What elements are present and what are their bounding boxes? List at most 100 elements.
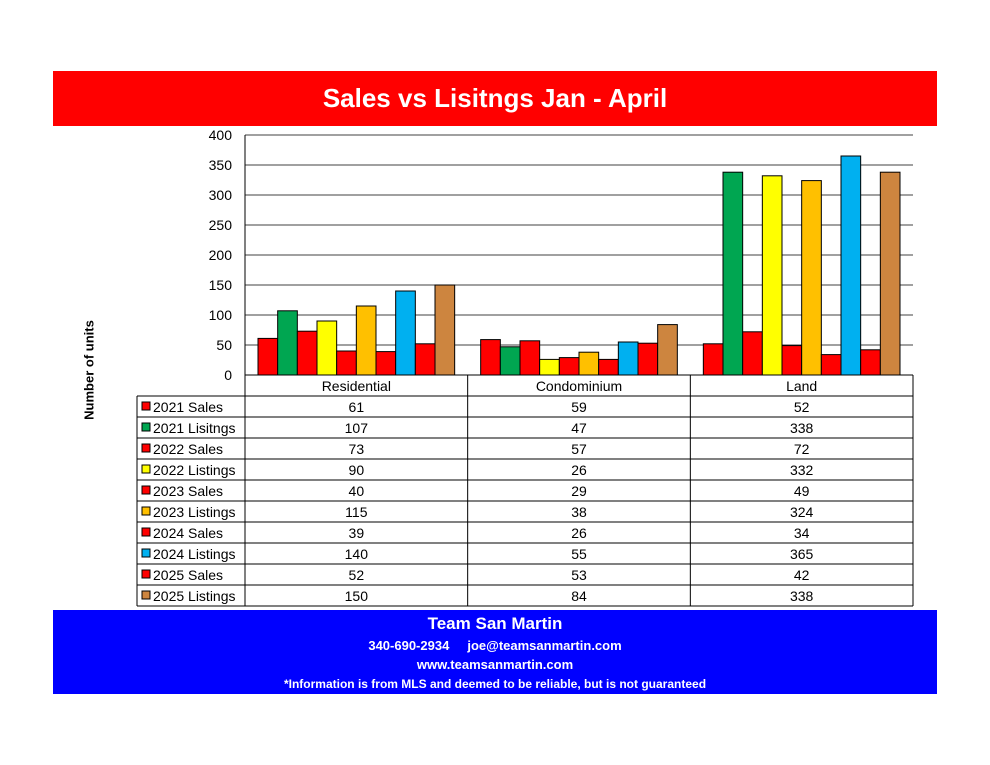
bar-2025-listings-condominium	[657, 324, 678, 376]
y-tick-label: 200	[209, 247, 233, 263]
data-label: 61	[349, 399, 365, 415]
data-label: 365	[790, 546, 814, 562]
data-label: 72	[794, 441, 810, 457]
legend-key-2022-sales	[141, 443, 151, 453]
data-label: 52	[794, 399, 810, 415]
data-label: 324	[790, 504, 814, 520]
data-label: 26	[571, 462, 587, 478]
legend-label-2023-listings: 2023 Listings	[153, 504, 236, 520]
data-label: 53	[571, 567, 587, 583]
legend-label-2022-sales: 2022 Sales	[153, 441, 223, 457]
data-label: 29	[571, 483, 587, 499]
bar-2022-sales-residential	[296, 330, 318, 376]
bar-2023-listings-residential	[355, 305, 377, 376]
footer-banner: Team San Martin 340-690-2934 joe@teamsan…	[53, 610, 937, 694]
footer-website[interactable]: www.teamsanmartin.com	[416, 657, 574, 672]
y-tick-label: 150	[209, 277, 233, 293]
x-tick-label: Land	[786, 378, 817, 394]
data-label: 55	[571, 546, 587, 562]
bar-2023-sales-condominium	[558, 357, 580, 376]
data-label: 39	[349, 525, 365, 541]
legend-key-2025-sales	[141, 569, 151, 579]
data-label: 115	[345, 504, 368, 520]
data-label: 38	[571, 504, 587, 520]
data-label: 52	[349, 567, 365, 583]
data-label: 90	[349, 462, 365, 478]
footer-team-name: Team San Martin	[427, 614, 563, 633]
legend-label-2021-sales: 2021 Sales	[153, 399, 223, 415]
data-label: 84	[571, 588, 587, 604]
bar-2024-listings-land	[840, 155, 862, 376]
y-tick-label: 350	[209, 157, 233, 173]
data-label: 150	[345, 588, 369, 604]
y-tick-label: 300	[209, 187, 233, 203]
bar-2023-sales-land	[781, 345, 803, 376]
legend-key-2021-lisitngs	[141, 422, 151, 432]
bar-2024-sales-land	[820, 354, 842, 376]
data-label: 338	[790, 588, 814, 604]
bar-2023-listings-condominium	[578, 351, 600, 376]
legend-key-2023-sales	[141, 485, 151, 495]
footer-phone: 340-690-2934	[368, 638, 450, 653]
bar-2021-lisitngs-land	[722, 171, 744, 376]
bar-2024-sales-condominium	[598, 358, 619, 376]
legend-label-2024-sales: 2024 Sales	[153, 525, 223, 541]
bar-2025-listings-land	[879, 171, 901, 376]
data-label: 40	[349, 483, 365, 499]
bar-2022-listings-residential	[316, 320, 338, 376]
legend-key-2022-listings	[141, 464, 151, 474]
data-label: 49	[794, 483, 810, 499]
bar-2024-listings-condominium	[617, 341, 639, 376]
x-tick-label: Residential	[322, 378, 391, 394]
y-tick-label: 50	[216, 337, 232, 353]
legend-key-2021-sales	[141, 401, 151, 411]
legend-key-2025-listings	[141, 590, 151, 600]
legend-label-2021-lisitngs: 2021 Lisitngs	[153, 420, 236, 436]
legend-label-2024-listings: 2024 Listings	[153, 546, 236, 562]
bar-2021-lisitngs-residential	[277, 310, 298, 376]
bar-2022-listings-land	[761, 175, 783, 376]
legend-label-2025-sales: 2025 Sales	[153, 567, 223, 583]
data-label: 140	[345, 546, 369, 562]
data-label: 59	[571, 399, 587, 415]
data-label: 73	[349, 441, 365, 457]
footer-contact: 340-690-2934 joe@teamsanmartin.com	[53, 638, 937, 653]
bar-2024-sales-residential	[375, 351, 397, 376]
footer-disclaimer: *Information is from MLS and deemed to b…	[283, 677, 707, 691]
bar-2025-sales-residential	[414, 343, 436, 376]
legend-label-2022-listings: 2022 Listings	[153, 462, 236, 478]
title-banner: Sales vs Lisitngs Jan - April	[53, 71, 937, 126]
data-label: 47	[571, 420, 587, 436]
chart-title: Sales vs Lisitngs Jan - April	[322, 83, 668, 113]
bar-2025-sales-land	[860, 349, 881, 376]
bar-2021-sales-land	[702, 343, 724, 376]
data-label: 26	[571, 525, 587, 541]
bar-2022-listings-condominium	[539, 358, 560, 376]
bar-2021-lisitngs-condominium	[499, 346, 521, 376]
y-tick-label: 250	[209, 217, 233, 233]
footer-email[interactable]: joe@teamsanmartin.com	[467, 638, 622, 653]
bar-2023-listings-land	[801, 180, 822, 376]
bar-2025-listings-residential	[434, 284, 456, 376]
bar-2022-sales-condominium	[519, 340, 541, 376]
bar-2023-sales-residential	[336, 350, 357, 376]
legend-label-2023-sales: 2023 Sales	[153, 483, 223, 499]
x-tick-label: Condominium	[536, 378, 622, 394]
data-label: 332	[790, 462, 814, 478]
legend-label-2025-listings: 2025 Listings	[153, 588, 236, 604]
bar-2022-sales-land	[742, 331, 763, 376]
data-label: 42	[794, 567, 810, 583]
y-tick-label: 100	[209, 307, 233, 323]
data-label: 57	[571, 441, 587, 457]
bar-2021-sales-condominium	[480, 339, 501, 376]
y-tick-label: 0	[224, 367, 232, 383]
data-label: 338	[790, 420, 814, 436]
data-label: 107	[345, 420, 369, 436]
legend-key-2024-listings	[141, 548, 151, 558]
bar-2024-listings-residential	[395, 290, 416, 376]
bar-2021-sales-residential	[257, 337, 279, 376]
legend-key-2023-listings	[141, 506, 151, 516]
y-tick-label: 400	[209, 127, 233, 143]
bar-2025-sales-condominium	[637, 342, 659, 376]
